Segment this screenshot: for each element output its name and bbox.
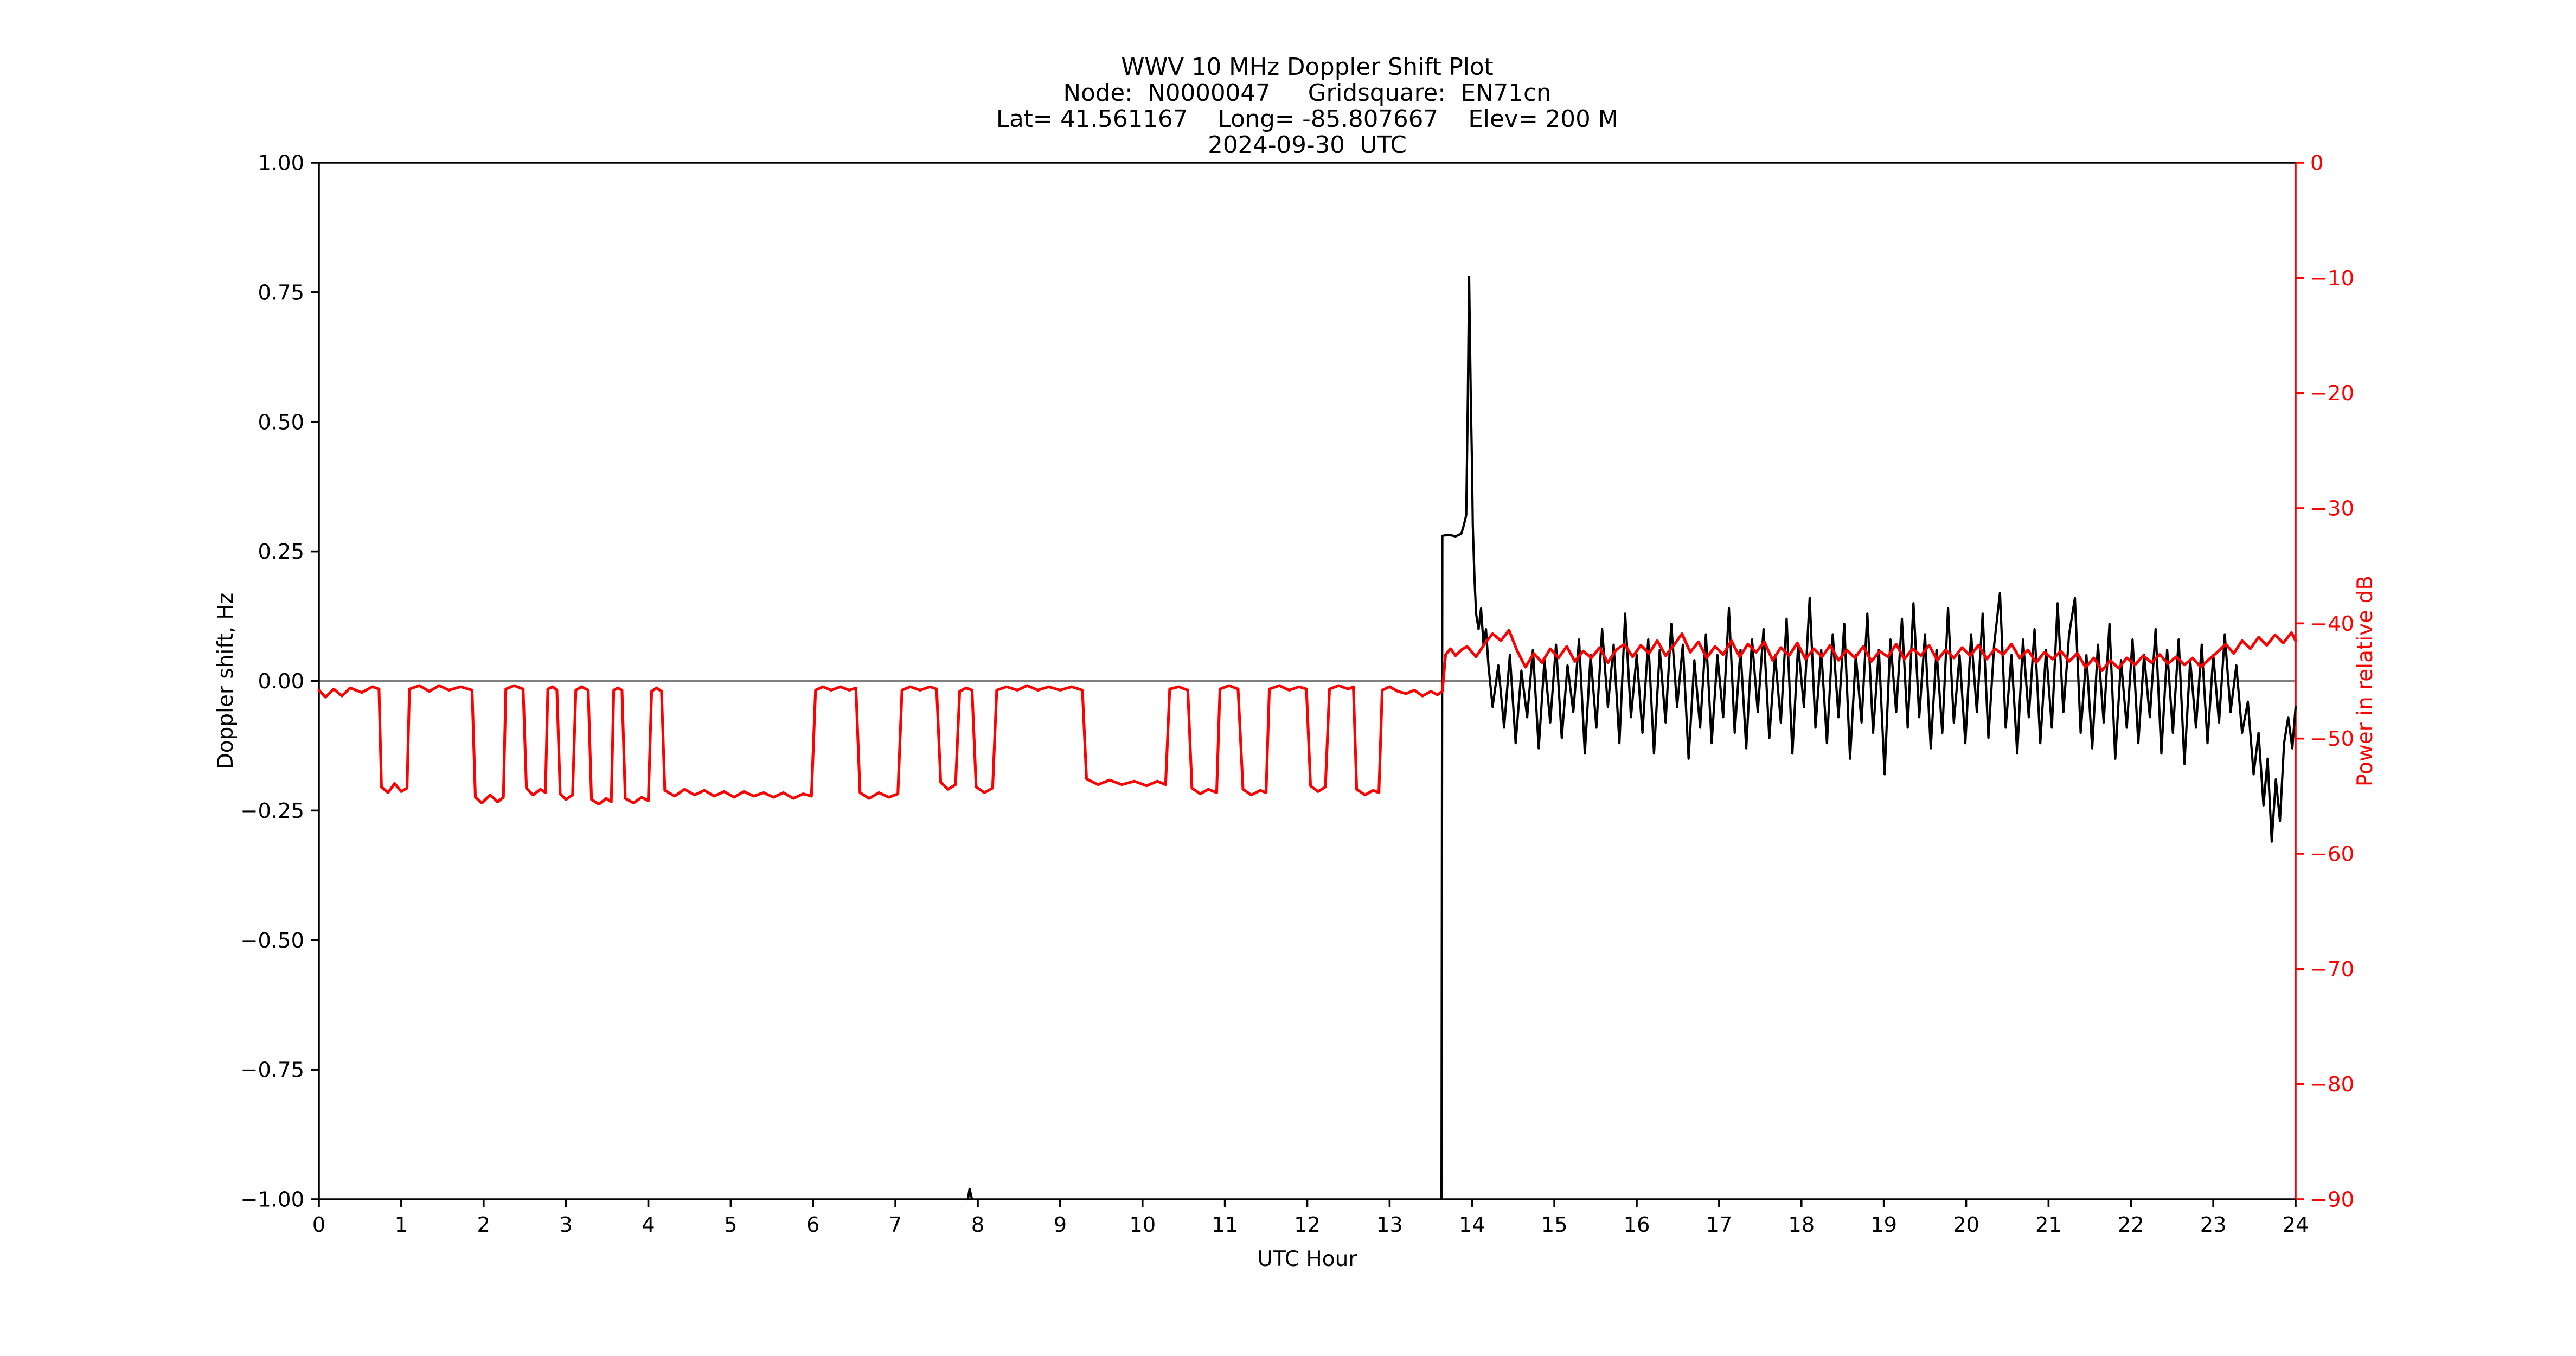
x-tick-label: 19 <box>1870 1213 1897 1237</box>
y-tick-label-right: −40 <box>2310 612 2354 636</box>
y-tick-label-left: 0.25 <box>258 540 304 564</box>
y-tick-label-right: −20 <box>2310 381 2354 406</box>
y-tick-label-left: 0.00 <box>258 669 304 694</box>
x-tick-label: 17 <box>1706 1213 1732 1237</box>
x-tick-label: 24 <box>2283 1213 2309 1237</box>
y-tick-label-right: −80 <box>2310 1072 2354 1097</box>
x-tick-label: 4 <box>642 1213 655 1237</box>
node-gridsquare-line: Node: N0000047 Gridsquare: EN71cn <box>1063 80 1552 107</box>
power-line <box>317 629 2297 806</box>
x-tick-label: 15 <box>1541 1213 1568 1237</box>
x-tick-label: 9 <box>1054 1213 1067 1237</box>
title-block: WWV 10 MHz Doppler Shift Plot Node: N000… <box>996 54 1618 159</box>
x-tick-label: 22 <box>2118 1213 2144 1237</box>
y-tick-label-left: −0.75 <box>240 1058 304 1083</box>
series-layer <box>317 276 2297 1201</box>
x-tick-label: 11 <box>1212 1213 1238 1237</box>
y-tick-label-left: −1.00 <box>240 1188 304 1212</box>
x-axis-label: UTC Hour <box>1258 1247 1358 1271</box>
x-tick-label: 0 <box>312 1213 325 1237</box>
right-axis-label: Power in relative dB <box>2353 575 2378 786</box>
x-tick-label: 23 <box>2200 1213 2227 1237</box>
y-tick-label-right: −70 <box>2310 957 2354 982</box>
y-tick-label-left: 1.00 <box>258 151 304 176</box>
date-utc-line: 2024-09-30 UTC <box>1208 132 1407 159</box>
x-tick-label: 20 <box>1953 1213 1979 1237</box>
x-tick-label: 3 <box>559 1213 572 1237</box>
x-tick-label: 2 <box>477 1213 490 1237</box>
y-tick-label-right: −10 <box>2310 266 2354 291</box>
x-tick-label: 10 <box>1129 1213 1156 1237</box>
x-tick-label: 1 <box>395 1213 408 1237</box>
x-tick-label: 7 <box>889 1213 902 1237</box>
doppler-shift-line <box>966 1187 973 1201</box>
x-tick-label: 21 <box>2035 1213 2062 1237</box>
x-tick-label: 5 <box>724 1213 737 1237</box>
x-tick-label: 13 <box>1376 1213 1403 1237</box>
y-tick-label-right: −90 <box>2310 1188 2354 1212</box>
y-tick-label-left: −0.50 <box>240 929 304 953</box>
left-axis-label: Doppler shift, Hz <box>214 593 238 769</box>
y-tick-label-right: −50 <box>2310 727 2354 751</box>
x-tick-label: 12 <box>1294 1213 1321 1237</box>
axes-layer: 0 1 2 3 4 5 6 7 8 9 10 11 12 13 14 15 16 17 18 19 20 21 22 23 24… <box>240 151 2354 1238</box>
y-tick-label-left: −0.25 <box>240 799 304 823</box>
y-tick-label-left: 0.75 <box>258 280 304 305</box>
x-tick-label: 16 <box>1624 1213 1650 1237</box>
y-tick-label-right: −30 <box>2310 497 2354 521</box>
x-tick-label: 18 <box>1788 1213 1815 1237</box>
doppler-shift-line <box>1440 276 2297 1201</box>
y-tick-label-right: −60 <box>2310 842 2354 867</box>
lat-long-elev-line: Lat= 41.561167 Long= -85.807667 Elev= 20… <box>996 106 1618 133</box>
x-tick-label: 6 <box>806 1213 819 1237</box>
x-tick-label: 14 <box>1459 1213 1485 1237</box>
y-tick-label-left: 0.50 <box>258 410 304 434</box>
plot-title: WWV 10 MHz Doppler Shift Plot <box>1121 54 1493 81</box>
y-tick-label-right: 0 <box>2310 151 2323 176</box>
x-tick-label: 8 <box>971 1213 984 1237</box>
